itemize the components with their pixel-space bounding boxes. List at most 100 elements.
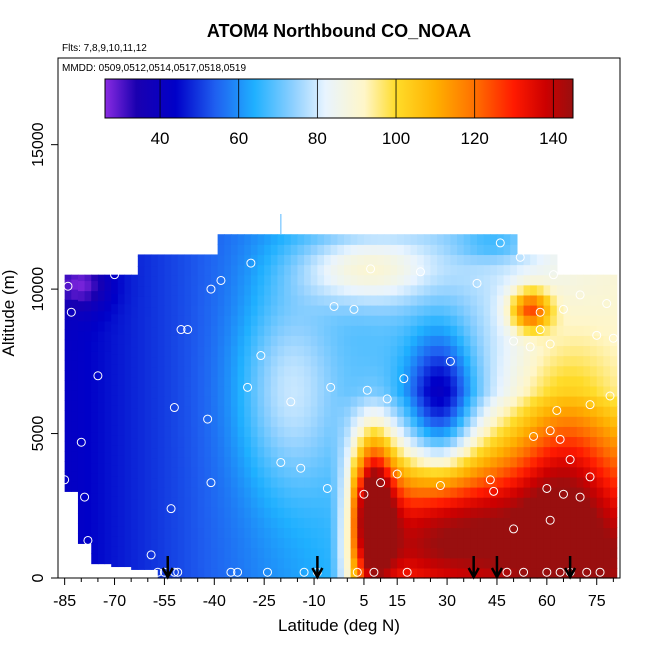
heatmap-cell	[556, 436, 565, 448]
heatmap-cell	[270, 456, 279, 468]
heatmap-cell	[177, 476, 185, 488]
heatmap-cell	[304, 335, 312, 347]
heatmap-cell	[536, 305, 545, 316]
heatmap-cell	[390, 335, 398, 347]
heatmap-cell	[330, 436, 338, 448]
heatmap-cell	[244, 507, 252, 518]
heatmap-cell	[423, 345, 432, 357]
heatmap-cell	[383, 436, 392, 448]
heatmap-cell	[304, 244, 312, 256]
heatmap-cell	[257, 284, 265, 296]
heatmap-cell	[363, 345, 372, 357]
heatmap-cell	[496, 305, 505, 316]
heatmap-cell	[277, 466, 285, 478]
heatmap-cell	[523, 426, 531, 438]
heatmap-cell	[324, 466, 332, 478]
heatmap-cell	[217, 487, 225, 498]
heatmap-cell	[177, 466, 185, 478]
heatmap-cell	[450, 264, 458, 276]
heatmap-cell	[437, 335, 445, 347]
heatmap-cell	[117, 546, 126, 557]
heatmap-cell	[483, 254, 491, 266]
heatmap-cell	[603, 416, 611, 427]
heatmap-cell	[284, 507, 292, 518]
heatmap-cell	[191, 264, 199, 276]
heatmap-cell	[277, 446, 285, 458]
heatmap-cell	[204, 264, 212, 276]
heatmap-cell	[191, 355, 199, 367]
heatmap-cell	[284, 497, 292, 508]
heatmap-cell	[496, 234, 505, 245]
heatmap-cell	[403, 274, 412, 286]
heatmap-cell	[550, 396, 558, 407]
heatmap-cell	[111, 515, 119, 527]
heatmap-cell	[137, 458, 146, 469]
x-tick-label: 5	[359, 593, 368, 610]
heatmap-cell	[171, 345, 179, 357]
observation-point	[233, 567, 243, 577]
heatmap-cell	[224, 254, 232, 266]
heatmap-cell	[490, 517, 498, 529]
heatmap-cell	[64, 349, 72, 361]
heatmap-cell	[503, 325, 511, 336]
heatmap-cell	[437, 385, 445, 397]
heatmap-cell	[516, 406, 525, 417]
heatmap-cell	[330, 567, 338, 579]
heatmap-cell	[277, 385, 285, 397]
heatmap-cell	[383, 315, 392, 326]
heatmap-cell	[477, 497, 485, 508]
heatmap-cell	[184, 476, 192, 488]
heatmap-cell	[463, 274, 471, 286]
heatmap-cell	[483, 426, 491, 438]
heatmap-cell	[430, 254, 438, 266]
heatmap-cell	[257, 365, 265, 377]
heatmap-cell	[443, 274, 451, 286]
heatmap-cell	[91, 274, 99, 282]
heatmap-cell	[410, 305, 418, 316]
heatmap-cell	[264, 416, 272, 427]
heatmap-cell	[324, 315, 332, 326]
heatmap-cell	[284, 315, 292, 326]
heatmap-cell	[483, 487, 491, 498]
heatmap-cell	[523, 274, 531, 286]
heatmap-cell	[317, 537, 325, 549]
heatmap-cell	[516, 567, 525, 579]
heatmap-cell	[224, 244, 232, 256]
heatmap-cell	[330, 396, 338, 407]
heatmap-cell	[590, 537, 598, 549]
heatmap-cell	[317, 244, 325, 256]
heatmap-cell	[583, 375, 591, 387]
heatmap-cell	[304, 375, 312, 387]
heatmap-cell	[357, 254, 365, 266]
heatmap-cell	[131, 539, 139, 550]
heatmap-cell	[210, 567, 219, 579]
heatmap-cell	[304, 284, 312, 296]
heatmap-cell	[596, 375, 604, 387]
heatmap-cell	[244, 396, 252, 407]
y-tick-label: 15000	[30, 122, 47, 167]
observation-point	[558, 489, 568, 499]
heatmap-cell	[64, 440, 72, 452]
heatmap-cell	[363, 325, 372, 336]
heatmap-cell	[304, 345, 312, 357]
heatmap-cell	[204, 375, 212, 387]
heatmap-cell	[157, 446, 166, 458]
heatmap-cell	[337, 254, 345, 266]
heatmap-cell	[576, 355, 585, 367]
heatmap-cell	[197, 284, 205, 296]
heatmap-cell	[563, 294, 571, 306]
heatmap-cell	[536, 476, 545, 488]
heatmap-cell	[297, 315, 305, 326]
heatmap-cell	[503, 254, 511, 266]
heatmap-cell	[377, 335, 385, 347]
heatmap-cell	[304, 476, 312, 488]
heatmap-cell	[556, 547, 565, 559]
heatmap-cell	[390, 385, 398, 397]
heatmap-cell	[290, 436, 299, 448]
heatmap-cell	[151, 488, 159, 500]
heatmap-cell	[244, 547, 252, 559]
heatmap-cell	[370, 466, 378, 478]
observation-point	[525, 342, 535, 352]
heatmap-cell	[377, 507, 385, 518]
heatmap-cell	[297, 537, 305, 549]
